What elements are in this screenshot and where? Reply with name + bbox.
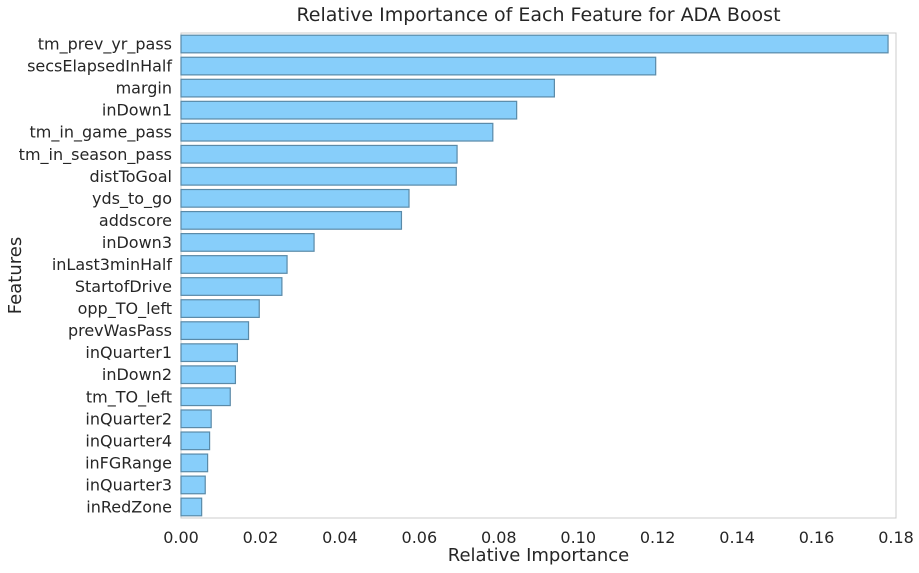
y-tick-label: tm_prev_yr_pass [38, 35, 172, 55]
y-tick-label: inQuarter1 [85, 343, 172, 362]
y-tick-label: tm_in_season_pass [19, 145, 172, 165]
bar-tm_in_season_pass [180, 144, 458, 164]
y-tick-label: inQuarter3 [85, 475, 172, 494]
y-tick-label: inDown2 [102, 365, 172, 384]
bar-inQuarter4 [180, 431, 211, 451]
bar-tm_in_game_pass [180, 122, 494, 142]
bar-inDown1 [180, 100, 518, 120]
x-tick-label: 0.04 [322, 528, 358, 547]
y-tick-label: StartofDrive [75, 277, 172, 296]
y-tick-label: distToGoal [90, 167, 173, 186]
y-tick-label: inDown1 [102, 101, 172, 120]
y-tick-label: inFGRange [85, 453, 172, 472]
x-tick-label: 0.12 [640, 528, 676, 547]
y-tick-label: inQuarter2 [85, 409, 172, 428]
bar-StartofDrive [180, 277, 283, 296]
bar-margin [180, 78, 555, 98]
chart-title: Relative Importance of Each Feature for … [296, 4, 780, 26]
bar-prevWasPass [180, 321, 250, 341]
bar-tm_TO_left [180, 387, 231, 407]
bar-opp_TO_left [180, 299, 260, 318]
x-axis-title: Relative Importance [448, 545, 629, 566]
bar-inQuarter1 [180, 343, 239, 363]
y-tick-label: addscore [99, 211, 172, 230]
bar-addscore [180, 210, 403, 230]
x-tick-label: 0.18 [878, 528, 914, 547]
y-tick-label: margin [116, 79, 172, 98]
y-tick-label: opp_TO_left [78, 299, 172, 319]
y-tick-label: inLast3minHalf [52, 255, 173, 274]
bar-distToGoal [180, 166, 457, 186]
x-tick-label: 0.10 [560, 528, 596, 547]
bar-inFGRange [180, 453, 209, 473]
bar-yds_to_go [180, 188, 410, 208]
x-tick-label: 0.14 [719, 528, 755, 547]
bar-secsElapsedInHalf [180, 56, 657, 76]
x-tick-label: 0.02 [243, 528, 279, 547]
y-tick-label: yds_to_go [92, 189, 172, 209]
bar-inQuarter3 [180, 475, 206, 495]
y-tick-label: tm_TO_left [86, 387, 172, 407]
y-axis-title: Features [5, 237, 26, 314]
x-tick-label: 0.08 [481, 528, 517, 547]
bar-inRedZone [180, 497, 203, 517]
x-tick-label: 0.00 [163, 528, 199, 547]
x-tick-labels: 0.00 0.02 0.04 0.06 0.08 0.10 0.12 0.14 0.16 0.18 [163, 528, 914, 547]
y-tick-label: secsElapsedInHalf [27, 57, 172, 76]
bar-inLast3minHalf [180, 255, 288, 274]
y-tick-label: prevWasPass [68, 321, 172, 340]
bar-tm_prev_yr_pass [180, 34, 889, 54]
y-tick-label: inQuarter4 [85, 431, 172, 450]
x-tick-label: 0.16 [799, 528, 835, 547]
bar-inQuarter2 [180, 409, 212, 429]
y-tick-label: inRedZone [86, 497, 172, 516]
y-tick-labels: tm_prev_yr_pass secsElapsedInHalf margin in… [19, 35, 173, 517]
y-tick-label: inDown3 [102, 233, 172, 252]
y-tick-label: tm_in_game_pass [30, 123, 172, 143]
x-tick-label: 0.06 [402, 528, 438, 547]
bars-group [180, 34, 889, 517]
bar-inDown2 [180, 365, 237, 385]
bar-inDown3 [180, 233, 315, 252]
